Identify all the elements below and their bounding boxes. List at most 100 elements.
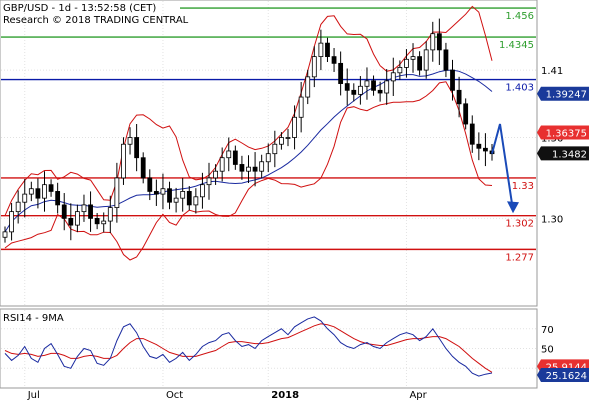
x-tick-label: Oct xyxy=(166,390,183,400)
price-tick-label: 1.30 xyxy=(541,214,563,225)
candle-body xyxy=(390,72,396,82)
candle-body xyxy=(423,49,429,71)
candle-body xyxy=(74,211,80,226)
candle-body xyxy=(292,116,297,138)
candle-body xyxy=(397,67,403,74)
candle-body xyxy=(344,83,350,91)
candle-body xyxy=(193,196,199,206)
candle-body xyxy=(456,89,462,105)
candle-body xyxy=(160,188,166,195)
rsi-tick-label: 50 xyxy=(541,345,554,356)
rsi-lines xyxy=(4,316,493,377)
candle-body xyxy=(15,201,21,213)
candle-body xyxy=(450,69,455,91)
candle-body xyxy=(9,211,14,233)
candle-body xyxy=(272,143,278,155)
x-tick-label: 2018 xyxy=(271,390,299,400)
candle-body xyxy=(469,123,475,145)
candle-body xyxy=(338,62,344,84)
candle-body xyxy=(298,96,304,118)
candle-body xyxy=(371,80,376,91)
rsi-badge-text: 25.1624 xyxy=(546,371,587,382)
forecast-line xyxy=(491,123,514,211)
candle-body xyxy=(279,137,284,145)
candle-body xyxy=(232,150,238,165)
candle-body xyxy=(463,103,469,125)
candle-body xyxy=(153,191,159,195)
candle-body xyxy=(147,177,153,192)
candle-body xyxy=(107,207,113,222)
candle-body xyxy=(173,197,179,203)
candle-body xyxy=(127,137,133,145)
bollinger-upper xyxy=(4,5,493,216)
candle-body xyxy=(476,143,482,149)
candle-body xyxy=(259,161,265,172)
candle-body xyxy=(186,191,192,206)
price-badge-text: 1.36375 xyxy=(546,128,587,139)
candle-body xyxy=(311,56,317,78)
bollinger-lower xyxy=(4,81,493,261)
rsi-panel-title: RSI14 - 9MA xyxy=(3,313,64,324)
candle-body xyxy=(404,58,409,68)
candle-body xyxy=(167,188,172,203)
candle-body xyxy=(443,49,449,71)
candle-body xyxy=(305,76,311,98)
level-label: 1.456 xyxy=(505,11,534,22)
chart-header-copyright: Research © 2018 TRADING CENTRAL xyxy=(3,15,189,26)
candle-body xyxy=(384,80,390,94)
candle-body xyxy=(318,42,324,58)
candle-body xyxy=(134,137,140,159)
candle-body xyxy=(206,177,212,186)
candle-body xyxy=(436,33,442,51)
candle-body xyxy=(35,188,41,199)
rsi-badge xyxy=(537,368,589,383)
price-badge xyxy=(537,146,589,161)
rsi-line xyxy=(4,316,493,377)
candle-body xyxy=(88,204,93,219)
candle-body xyxy=(101,220,107,225)
price-badge-text: 1.3482 xyxy=(552,149,587,160)
candle-body xyxy=(55,191,61,206)
candle-body xyxy=(410,56,416,60)
candle-body xyxy=(94,217,100,225)
candle-body xyxy=(483,147,488,152)
candle-body xyxy=(48,184,54,192)
rsi-badge-text: 25.9144 xyxy=(546,362,587,373)
candle-body xyxy=(226,150,232,159)
candle-body xyxy=(246,166,251,172)
rsi-tick-label: 70 xyxy=(541,325,554,336)
x-tick-label: Jul xyxy=(27,390,40,400)
candle-body xyxy=(265,153,271,163)
candle-body xyxy=(22,193,28,203)
price-badge xyxy=(537,86,589,101)
price-tick-label: 1.41 xyxy=(541,66,563,77)
candle-body xyxy=(357,85,363,95)
candle-body xyxy=(351,89,357,95)
chart-header-title: GBP/USD - 1d - 13:52:58 (CET) xyxy=(3,3,156,14)
candle-body xyxy=(42,184,47,199)
candle-body xyxy=(252,166,258,172)
candle-body xyxy=(430,33,436,51)
candle-body xyxy=(219,157,225,172)
candle-body xyxy=(417,56,423,71)
forecast-arrowhead xyxy=(507,201,519,214)
candle-body xyxy=(239,164,245,172)
candle-body xyxy=(121,143,126,179)
level-label: 1.4345 xyxy=(499,40,534,51)
forecast-arrow xyxy=(491,123,519,214)
candle-body xyxy=(213,170,218,179)
level-label: 1.302 xyxy=(505,219,534,230)
candle-body xyxy=(68,217,74,226)
candle-body xyxy=(61,204,67,219)
candle-body xyxy=(285,137,291,139)
candle-body xyxy=(364,80,370,87)
candle-body xyxy=(114,177,120,208)
candle-body xyxy=(28,188,34,195)
level-label: 1.403 xyxy=(505,83,534,94)
candle-body xyxy=(140,157,146,179)
grid xyxy=(1,1,536,387)
candle-body xyxy=(377,89,383,94)
